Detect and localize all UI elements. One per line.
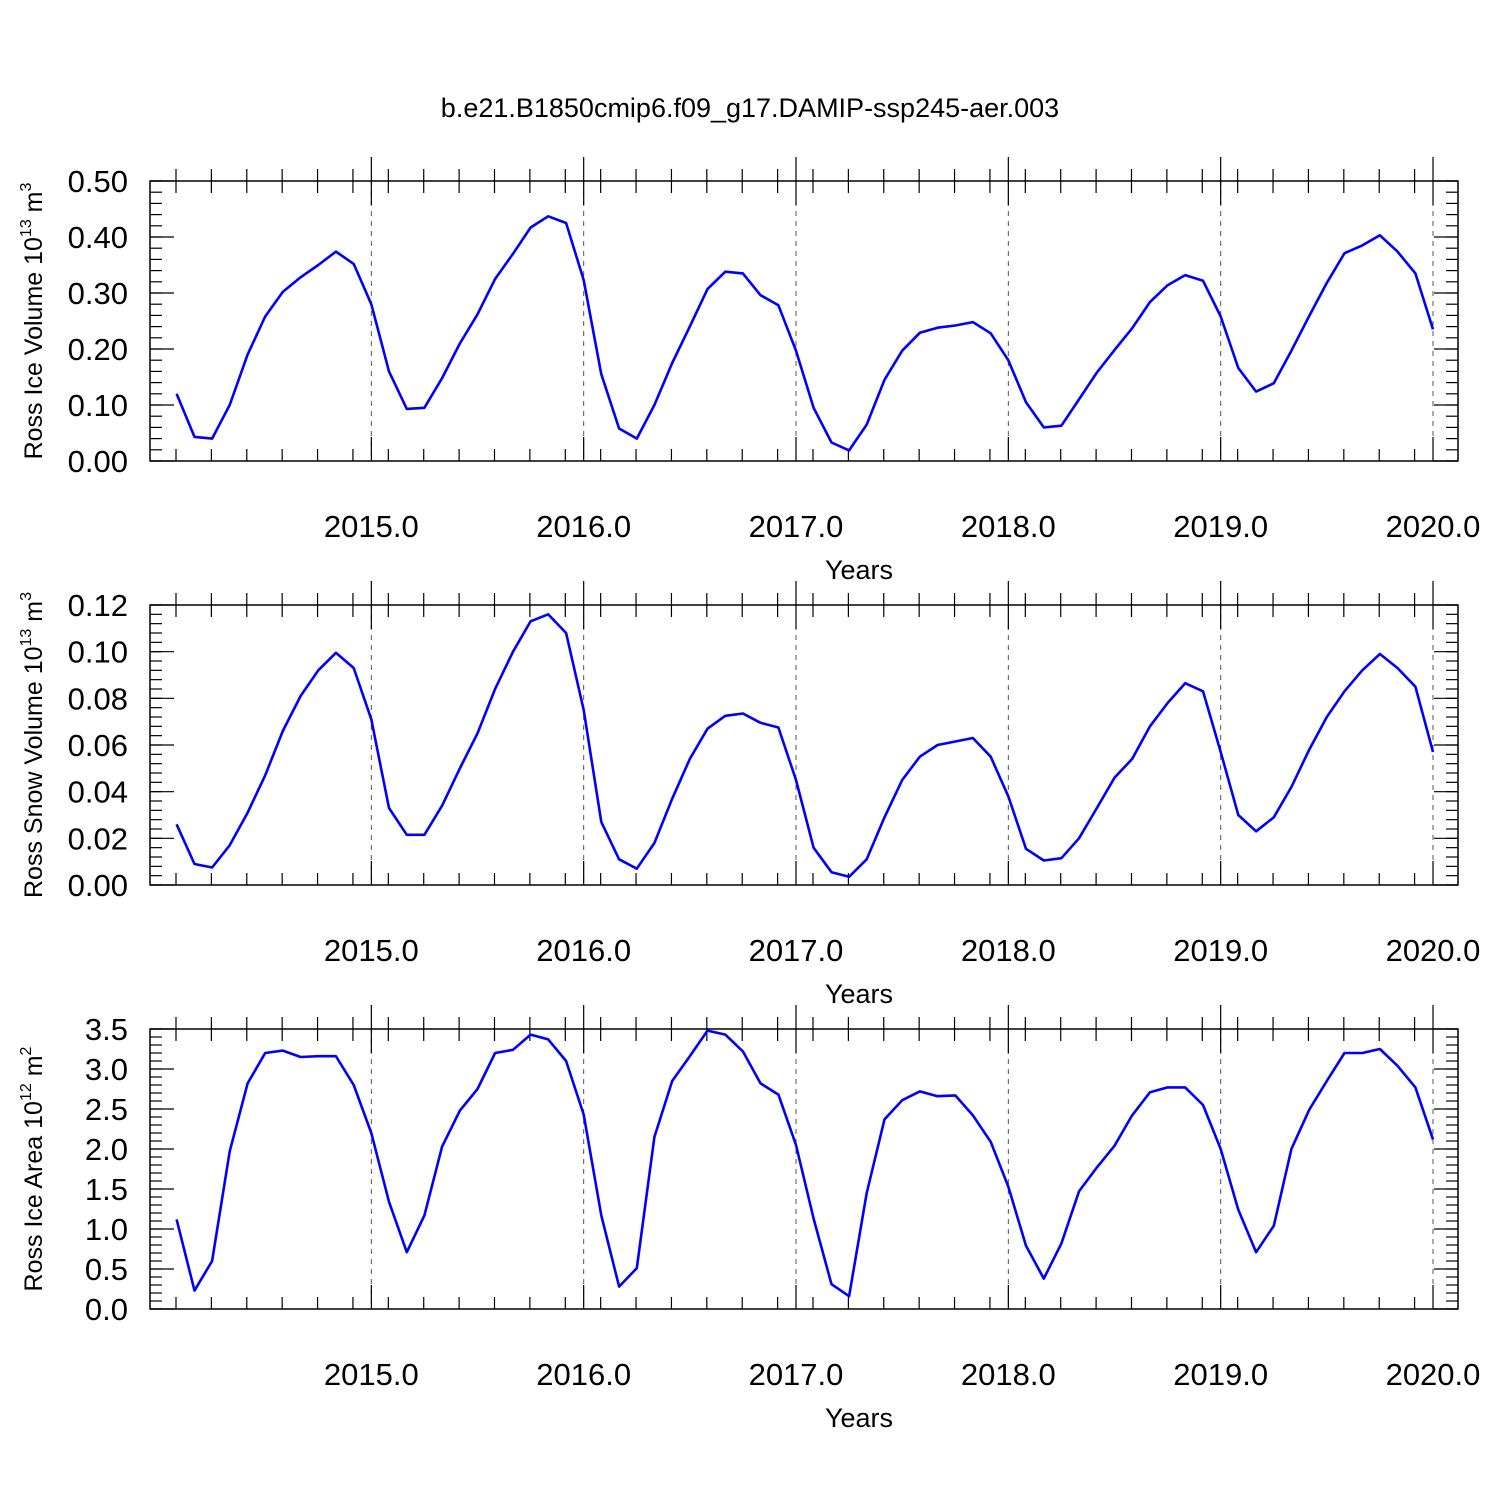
x-tick-label: 2017.0 — [749, 509, 844, 544]
y-tick-label: 0.5 — [85, 1252, 128, 1287]
y-tick-label: 0.20 — [68, 332, 128, 367]
y-tick-label: 0.06 — [68, 728, 128, 763]
y-tick-label: 0.10 — [68, 635, 128, 670]
x-tick-label: 2017.0 — [749, 933, 844, 968]
plot-frame — [149, 180, 1459, 462]
y-tick-label: 0.50 — [68, 164, 128, 199]
y-tick-label: 0.02 — [68, 821, 128, 856]
y-tick-label: 1.5 — [85, 1172, 128, 1207]
panel-2: 2015.0 2016.0 2017.0 2018.0 2019.0 2020.0 0.00… — [18, 581, 1480, 1009]
panel-1: 2015.0 2016.0 2017.0 2018.0 2019.0 2020.0 0.00… — [18, 157, 1480, 585]
x-tick-label: 2016.0 — [536, 509, 631, 544]
x-tick-label: 2018.0 — [961, 509, 1056, 544]
y-tick-label: 0.04 — [68, 775, 128, 810]
y-tick-label: 0.10 — [68, 388, 128, 423]
y-tick-label: 3.5 — [85, 1012, 128, 1047]
x-tick-label: 2019.0 — [1173, 933, 1268, 968]
x-tick-label: 2015.0 — [324, 933, 419, 968]
y-tick-label: 3.0 — [85, 1052, 128, 1087]
plot-frame — [149, 1028, 1459, 1310]
y-tick-label: 1.0 — [85, 1212, 128, 1247]
x-tick-label: 2016.0 — [536, 933, 631, 968]
chart-title: b.e21.B1850cmip6.f09_g17.DAMIP-ssp245-ae… — [441, 93, 1059, 123]
series-line — [175, 612, 1435, 879]
x-axis-title: Years — [825, 555, 893, 585]
series-line — [175, 215, 1435, 452]
series-line — [175, 1029, 1435, 1298]
y-tick-label: 0.40 — [68, 220, 128, 255]
x-axis-title: Years — [825, 979, 893, 1009]
y-tick-label: 0.30 — [68, 276, 128, 311]
x-tick-label: 2020.0 — [1386, 509, 1481, 544]
x-axis-title: Years — [825, 1403, 893, 1433]
y-axis-title: Ross Ice Area 1012 m2 — [18, 1046, 48, 1291]
x-tick-label: 2018.0 — [961, 1357, 1056, 1392]
y-tick-label: 2.5 — [85, 1092, 128, 1127]
x-tick-label: 2015.0 — [324, 509, 419, 544]
x-tick-label: 2015.0 — [324, 1357, 419, 1392]
y-axis-title: Ross Ice Volume 1013 m3 — [18, 182, 48, 459]
x-tick-label: 2018.0 — [961, 933, 1056, 968]
x-tick-label: 2020.0 — [1386, 1357, 1481, 1392]
x-tick-label: 2016.0 — [536, 1357, 631, 1392]
plot-frame — [149, 604, 1459, 886]
x-tick-label: 2017.0 — [749, 1357, 844, 1392]
y-tick-label: 0.08 — [68, 681, 128, 716]
y-tick-label: 0.12 — [68, 588, 128, 623]
x-tick-label: 2020.0 — [1386, 933, 1481, 968]
y-axis-title: Ross Snow Volume 1013 m3 — [18, 592, 48, 898]
x-tick-label: 2019.0 — [1173, 1357, 1268, 1392]
panel-3: 2015.0 2016.0 2017.0 2018.0 2019.0 2020.0 0.0 0… — [18, 1005, 1480, 1433]
x-tick-label: 2019.0 — [1173, 509, 1268, 544]
y-tick-label: 0.00 — [68, 444, 128, 479]
y-tick-label: 2.0 — [85, 1132, 128, 1167]
y-tick-label: 0.0 — [85, 1292, 128, 1327]
y-tick-label: 0.00 — [68, 868, 128, 903]
